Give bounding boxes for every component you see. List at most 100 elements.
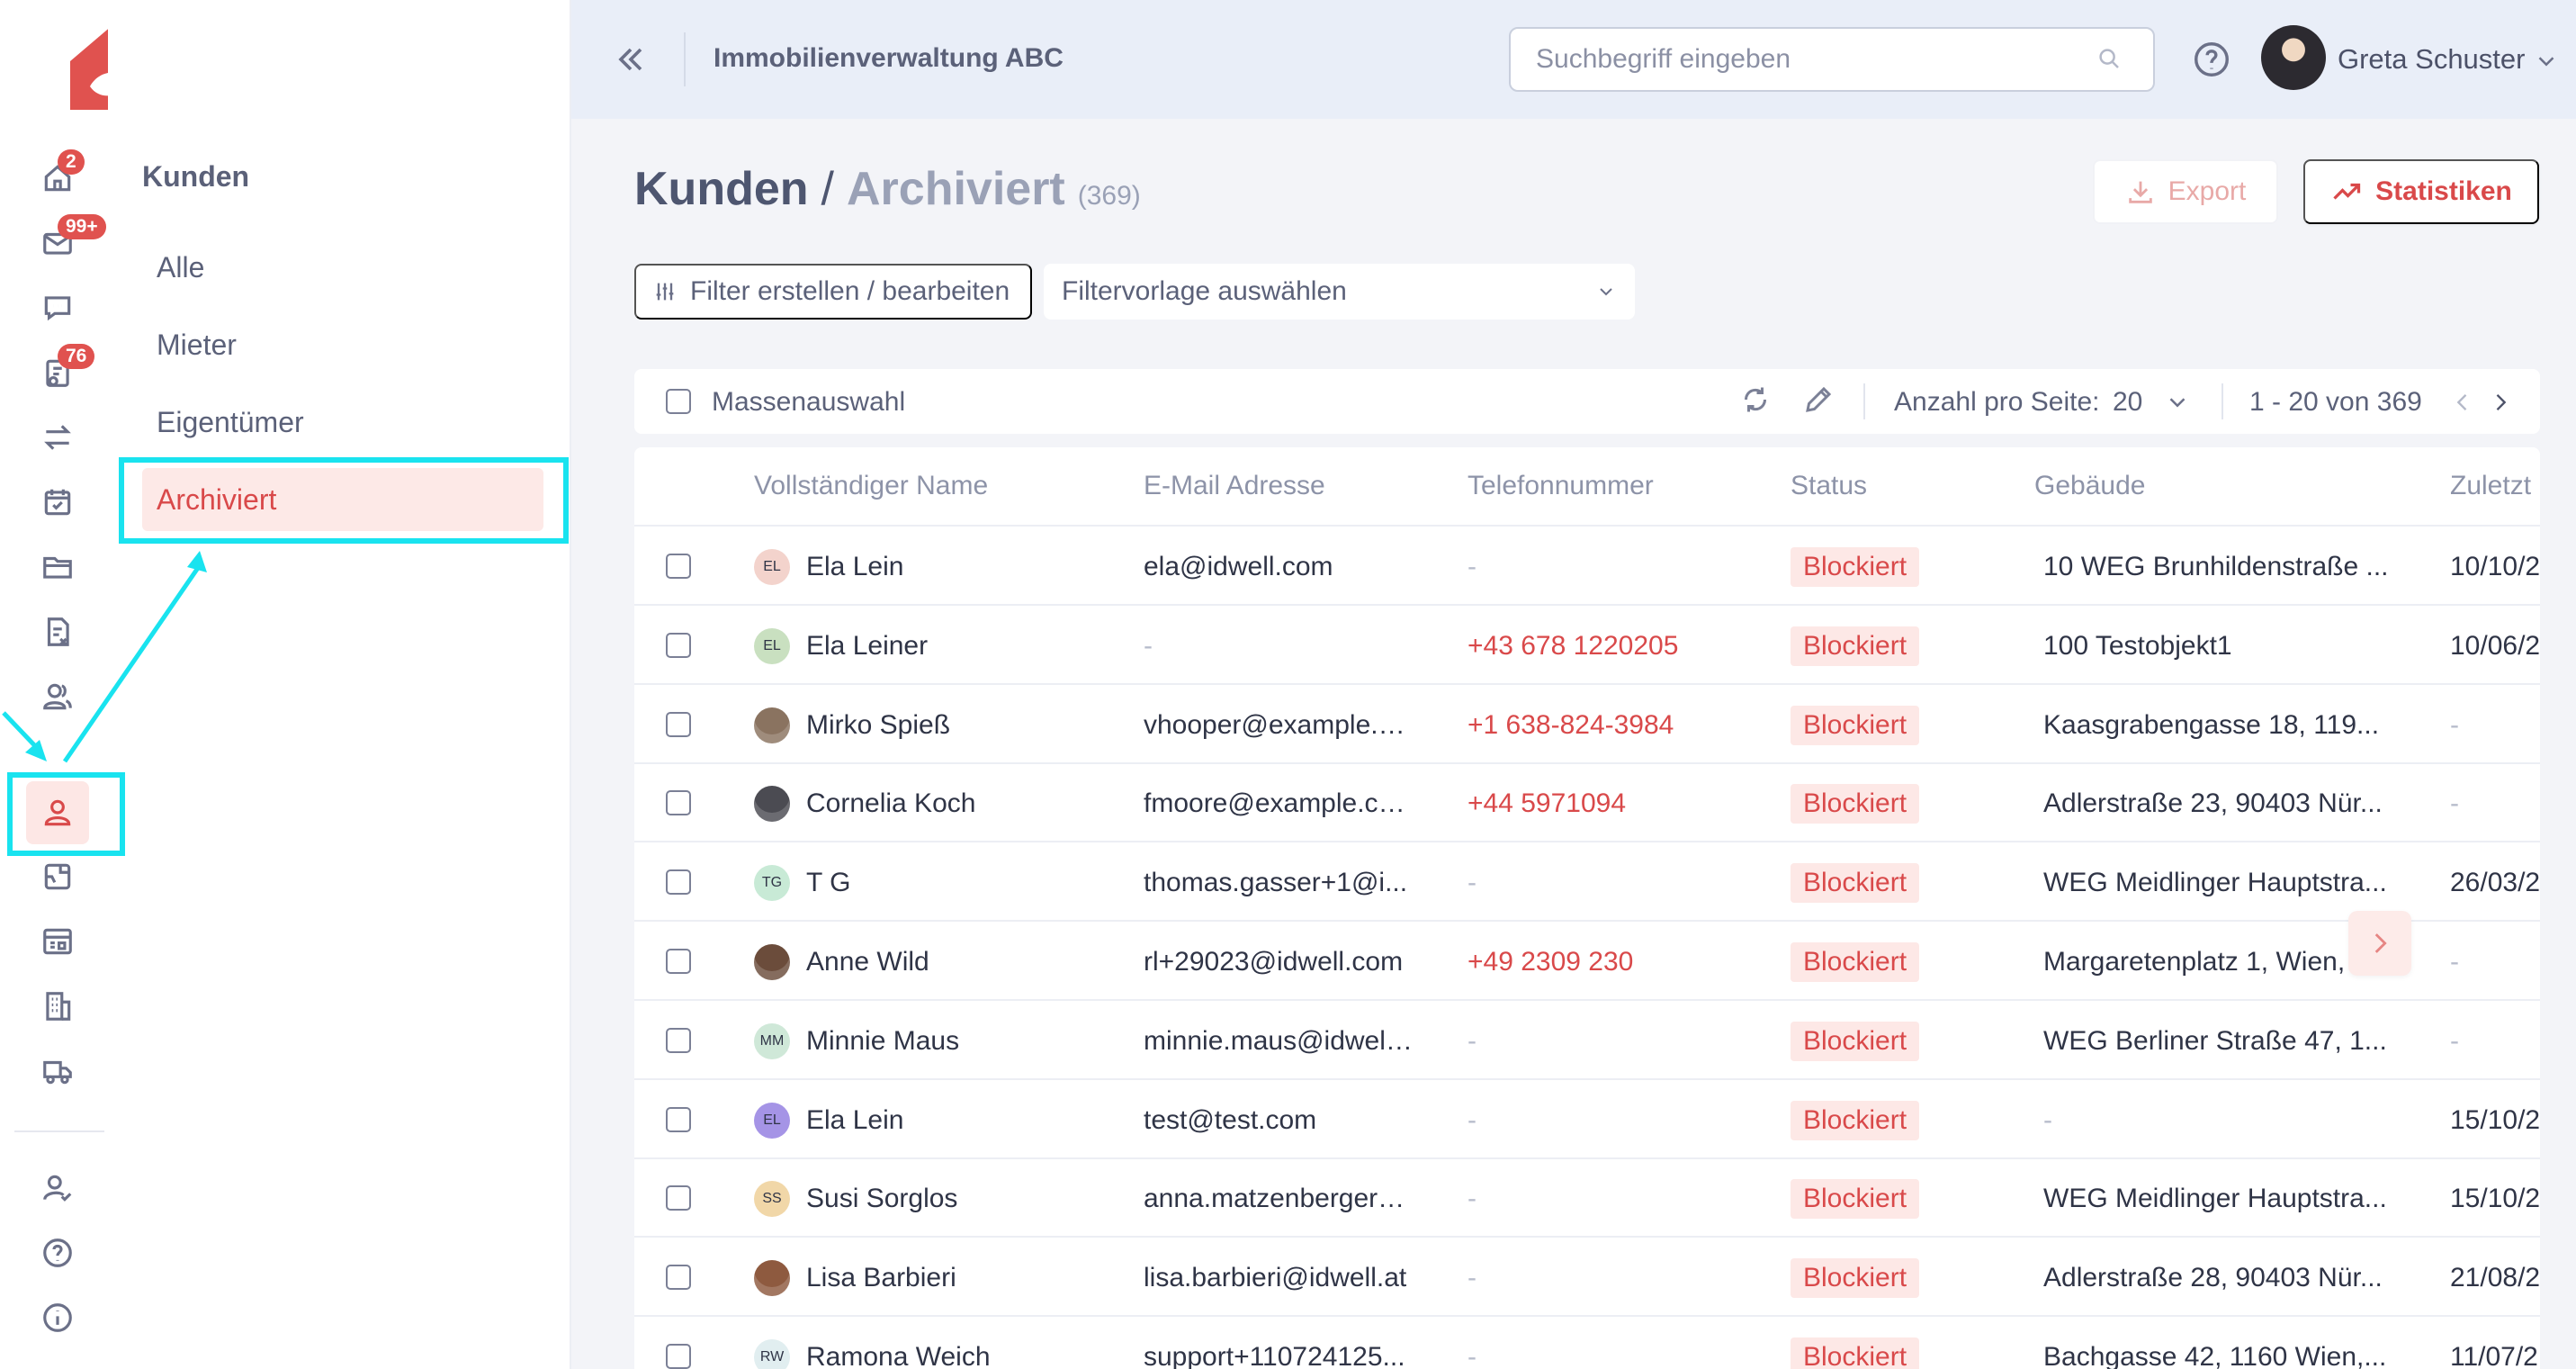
row-checkbox[interactable] xyxy=(666,1027,691,1053)
chevron-right-icon[interactable] xyxy=(2488,389,2513,416)
customer-name[interactable]: Ela Lein xyxy=(806,1104,904,1135)
nav-invoices[interactable] xyxy=(34,608,81,655)
nav-chat[interactable] xyxy=(34,284,81,331)
nav-calendar[interactable] xyxy=(34,479,81,526)
filter-template-select[interactable]: Filtervorlage auswählen xyxy=(1044,264,1635,320)
customer-name[interactable]: Mirko Spieß xyxy=(806,709,951,740)
customer-name[interactable]: Ela Leiner xyxy=(806,630,929,661)
mail-badge: 99+ xyxy=(58,214,106,239)
help-circle-icon[interactable] xyxy=(2191,39,2232,80)
row-checkbox[interactable] xyxy=(666,711,691,737)
table-row[interactable]: MM Minnie Maus minnie.maus@idwell... - Block… xyxy=(634,1002,2540,1080)
nav-documents[interactable] xyxy=(34,544,81,590)
subnav-item-all[interactable]: Alle xyxy=(157,250,205,284)
last-activity-date: - xyxy=(2450,1025,2459,1056)
table-row[interactable]: Anne Wild rl+29023@idwell.com +49 2309 230… xyxy=(634,923,2540,1001)
customer-name[interactable]: Lisa Barbieri xyxy=(806,1263,956,1293)
organization-name[interactable]: Immobilienverwaltung ABC xyxy=(714,43,1064,73)
customer-phone[interactable]: +43 678 1220205 xyxy=(1468,630,1679,661)
customer-phone[interactable]: +49 2309 230 xyxy=(1468,947,1634,977)
column-header-name[interactable]: Vollständiger Name xyxy=(754,471,989,500)
column-header-email[interactable]: E-Mail Adresse xyxy=(1144,471,1325,500)
nav-contacts[interactable] xyxy=(34,673,81,720)
per-page-value[interactable]: 20 xyxy=(2113,387,2143,417)
table-row[interactable]: EL Ela Leiner - +43 678 1220205 Blockiert 100… xyxy=(634,607,2540,685)
customer-name[interactable]: Susi Sorglos xyxy=(806,1184,958,1214)
customer-name[interactable]: Minnie Maus xyxy=(806,1025,960,1056)
search-input[interactable] xyxy=(1509,27,2155,92)
statistics-button[interactable]: Statistiken xyxy=(2303,159,2539,224)
collapse-sidebar-icon[interactable] xyxy=(611,40,651,79)
nav-buildings[interactable] xyxy=(34,983,81,1030)
status-badge: Blockiert xyxy=(1791,1337,1920,1369)
nav-units[interactable] xyxy=(34,918,81,965)
column-header-building[interactable]: Gebäude xyxy=(2034,471,2146,500)
chevron-down-icon[interactable] xyxy=(2533,48,2560,75)
row-checkbox[interactable] xyxy=(666,790,691,816)
top-bar: Immobilienverwaltung ABC Greta Schuster xyxy=(571,0,2576,119)
row-checkbox[interactable] xyxy=(666,632,691,658)
customer-phone[interactable]: +44 5971094 xyxy=(1468,788,1627,819)
pencil-icon[interactable] xyxy=(1802,383,1835,416)
ticket-icon xyxy=(46,359,69,387)
table-row[interactable]: TG T G thomas.gasser+1@i... - Blockiert WEG M… xyxy=(634,843,2540,923)
nav-transfer[interactable] xyxy=(34,414,81,461)
customer-name[interactable]: Ramona Weich xyxy=(806,1342,991,1369)
subnav-item-tenants[interactable]: Mieter xyxy=(157,328,237,361)
customer-name[interactable]: T G xyxy=(806,868,851,898)
people-icon xyxy=(43,683,72,710)
customer-name[interactable]: Cornelia Koch xyxy=(806,788,976,819)
export-button[interactable]: Export xyxy=(2093,159,2278,224)
nav-suppliers[interactable] xyxy=(34,1048,81,1094)
contract-icon xyxy=(44,863,71,890)
column-header-phone[interactable]: Telefonnummer xyxy=(1468,471,1654,500)
customer-phone: - xyxy=(1468,868,1476,898)
table-row[interactable]: SS Susi Sorglos anna.matzenberger+... - Bloc… xyxy=(634,1159,2540,1238)
mass-select-label[interactable]: Massenauswahl xyxy=(712,387,906,417)
table-row[interactable]: Mirko Spieß vhooper@example.c... +1 638-82… xyxy=(634,686,2540,764)
refresh-icon[interactable] xyxy=(1739,383,1772,416)
avatar: MM xyxy=(754,1022,790,1059)
table-row[interactable]: Lisa Barbieri lisa.barbieri@idwell.at - Blo… xyxy=(634,1238,2540,1318)
subnav-item-owners[interactable]: Eigentümer xyxy=(157,405,304,438)
nav-help[interactable] xyxy=(34,1229,81,1276)
subnav-item-archived[interactable]: Archiviert xyxy=(142,468,543,531)
search-icon[interactable] xyxy=(2096,45,2123,72)
customer-name[interactable]: Anne Wild xyxy=(806,947,929,977)
row-checkbox[interactable] xyxy=(666,869,691,896)
table-row[interactable]: EL Ela Lein ela@idwell.com - Blockiert 10 WEG… xyxy=(634,527,2540,606)
table-row[interactable]: RW Ramona Weich support+110724125... - Block… xyxy=(634,1318,2540,1369)
nav-customers[interactable] xyxy=(26,781,89,844)
nav-info[interactable] xyxy=(34,1294,81,1341)
customer-name[interactable]: Ela Lein xyxy=(806,552,904,581)
row-checkbox[interactable] xyxy=(666,1185,691,1211)
nav-contracts[interactable] xyxy=(34,853,81,900)
column-header-last[interactable]: Zuletzt xyxy=(2450,471,2532,500)
row-checkbox[interactable] xyxy=(666,1344,691,1369)
scroll-right-button[interactable] xyxy=(2348,911,2411,976)
customer-phone[interactable]: +1 638-824-3984 xyxy=(1468,709,1674,740)
table-row[interactable]: Cornelia Koch fmoore@example.co... +44 597… xyxy=(634,764,2540,843)
nav-tickets[interactable]: 76 xyxy=(34,344,95,396)
filter-edit-label: Filter erstellen / bearbeiten xyxy=(690,276,1010,306)
customer-building: WEG Berliner Straße 47, 1... xyxy=(2043,1025,2387,1056)
nav-mail[interactable]: 99+ xyxy=(34,214,106,266)
user-avatar[interactable] xyxy=(2261,25,2326,90)
nav-home[interactable]: 2 xyxy=(34,149,85,202)
column-header-status[interactable]: Status xyxy=(1791,471,1868,500)
filter-edit-button[interactable]: Filter erstellen / bearbeiten xyxy=(634,264,1032,320)
user-name[interactable]: Greta Schuster xyxy=(2338,43,2526,75)
avatar xyxy=(754,707,790,743)
tickets-badge: 76 xyxy=(58,344,95,369)
chevron-down-icon[interactable] xyxy=(2164,389,2191,416)
row-checkbox[interactable] xyxy=(666,1265,691,1291)
row-checkbox[interactable] xyxy=(666,949,691,974)
nav-account[interactable] xyxy=(34,1165,81,1211)
breadcrumb-parent[interactable]: Kunden xyxy=(634,163,809,215)
customer-building: 10 WEG Brunhildenstraße ... xyxy=(2043,552,2389,581)
table-row[interactable]: EL Ela Lein test@test.com - Blockiert - 15/10/… xyxy=(634,1081,2540,1159)
mass-select-checkbox[interactable] xyxy=(666,389,691,414)
row-checkbox[interactable] xyxy=(666,554,691,579)
chevron-left-icon[interactable] xyxy=(2450,389,2475,416)
row-checkbox[interactable] xyxy=(666,1106,691,1132)
